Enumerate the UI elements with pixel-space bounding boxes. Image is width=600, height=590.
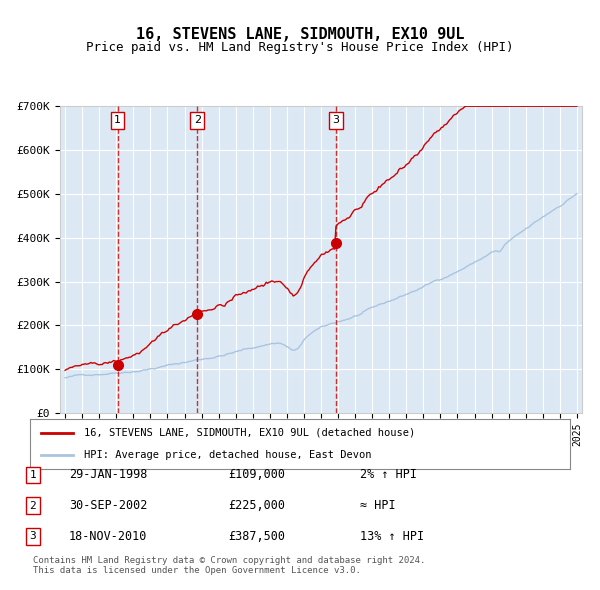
Text: 29-JAN-1998: 29-JAN-1998	[69, 468, 148, 481]
Text: 1: 1	[29, 470, 37, 480]
Text: 2% ↑ HPI: 2% ↑ HPI	[360, 468, 417, 481]
Text: Contains HM Land Registry data © Crown copyright and database right 2024.
This d: Contains HM Land Registry data © Crown c…	[33, 556, 425, 575]
Text: 1: 1	[114, 116, 121, 126]
Text: 13% ↑ HPI: 13% ↑ HPI	[360, 530, 424, 543]
Text: 3: 3	[29, 532, 37, 541]
Text: £387,500: £387,500	[228, 530, 285, 543]
Text: HPI: Average price, detached house, East Devon: HPI: Average price, detached house, East…	[84, 450, 371, 460]
Text: 30-SEP-2002: 30-SEP-2002	[69, 499, 148, 512]
Text: 18-NOV-2010: 18-NOV-2010	[69, 530, 148, 543]
Text: £225,000: £225,000	[228, 499, 285, 512]
Text: 2: 2	[194, 116, 201, 126]
Text: Price paid vs. HM Land Registry's House Price Index (HPI): Price paid vs. HM Land Registry's House …	[86, 41, 514, 54]
Text: ≈ HPI: ≈ HPI	[360, 499, 395, 512]
Text: 2: 2	[29, 501, 37, 510]
Text: 16, STEVENS LANE, SIDMOUTH, EX10 9UL: 16, STEVENS LANE, SIDMOUTH, EX10 9UL	[136, 27, 464, 41]
Text: 16, STEVENS LANE, SIDMOUTH, EX10 9UL (detached house): 16, STEVENS LANE, SIDMOUTH, EX10 9UL (de…	[84, 428, 415, 438]
Text: 3: 3	[332, 116, 340, 126]
Text: £109,000: £109,000	[228, 468, 285, 481]
